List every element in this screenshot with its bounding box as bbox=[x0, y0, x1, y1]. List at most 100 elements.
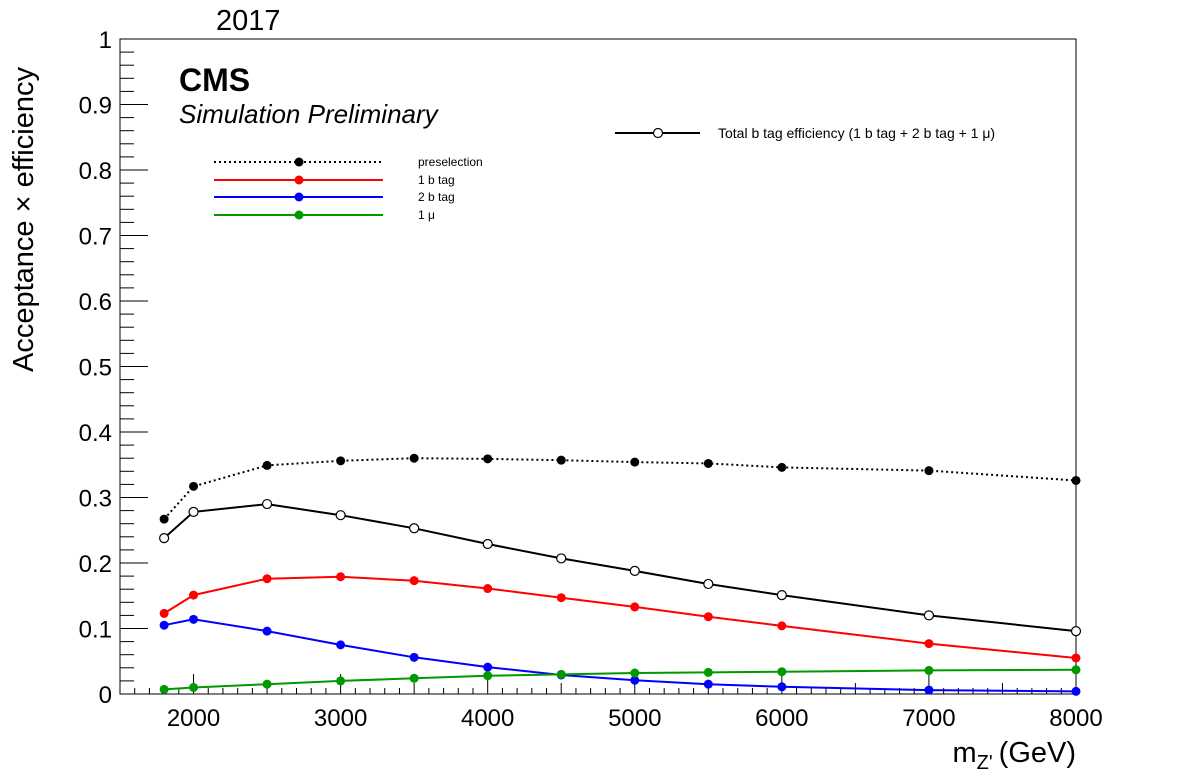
data-point bbox=[409, 453, 419, 463]
data-point bbox=[262, 626, 272, 636]
data-point bbox=[159, 684, 169, 694]
data-point bbox=[777, 462, 787, 472]
legend-marker bbox=[652, 127, 664, 139]
legend-marker bbox=[294, 157, 304, 167]
y-tick-label: 0.3 bbox=[79, 486, 112, 513]
series-layer bbox=[159, 453, 1082, 696]
series-4 bbox=[159, 498, 1082, 637]
x-tick-label: 2000 bbox=[167, 705, 220, 732]
data-point bbox=[262, 460, 272, 470]
data-point bbox=[1071, 653, 1081, 663]
data-point bbox=[556, 593, 566, 603]
data-point bbox=[1070, 626, 1082, 637]
data-point bbox=[924, 639, 934, 649]
y-tick-label: 0.5 bbox=[79, 355, 112, 382]
data-point bbox=[703, 612, 713, 622]
data-point bbox=[483, 454, 493, 464]
x-tick-label: 7000 bbox=[902, 705, 955, 732]
legend: preselection 1 b tag 2 b tag 1 μ Total b tag… bbox=[214, 125, 995, 222]
data-point bbox=[409, 576, 419, 586]
data-point bbox=[556, 553, 567, 564]
series-3 bbox=[159, 665, 1081, 694]
series-2 bbox=[159, 614, 1081, 696]
series-line bbox=[163, 618, 1077, 693]
series-line bbox=[163, 503, 1077, 633]
data-point bbox=[556, 669, 566, 679]
data-point bbox=[189, 481, 199, 491]
data-point bbox=[409, 673, 419, 683]
data-point bbox=[777, 621, 787, 631]
y-tick-label: 0.8 bbox=[79, 158, 112, 185]
data-point bbox=[336, 640, 346, 650]
data-point bbox=[1071, 665, 1081, 675]
legend-label: preselection bbox=[418, 155, 483, 169]
year-label: 2017 bbox=[216, 5, 281, 37]
series-0 bbox=[159, 453, 1081, 524]
x-axis-title-sub: Z' bbox=[977, 752, 993, 772]
legend-label: 1 μ bbox=[418, 208, 435, 222]
data-point bbox=[159, 533, 170, 544]
data-point bbox=[703, 578, 714, 590]
x-tick-label: 5000 bbox=[608, 705, 661, 732]
data-point bbox=[556, 455, 566, 465]
data-point bbox=[1071, 686, 1081, 696]
data-point bbox=[1071, 475, 1081, 485]
data-point bbox=[409, 652, 419, 662]
legend-label: Total b tag efficiency (1 b tag + 2 b ta… bbox=[718, 125, 995, 141]
data-point bbox=[159, 608, 169, 618]
data-point bbox=[630, 668, 640, 678]
data-point bbox=[409, 523, 420, 534]
legend-entry: 1 μ bbox=[214, 208, 435, 222]
x-tick-label: 6000 bbox=[755, 705, 808, 732]
data-point bbox=[262, 574, 272, 584]
data-point bbox=[483, 662, 493, 672]
data-point bbox=[924, 665, 934, 675]
y-tick-label: 0.7 bbox=[79, 224, 112, 251]
series-line bbox=[164, 668, 1077, 691]
data-point bbox=[336, 676, 346, 686]
data-point bbox=[924, 685, 934, 695]
cms-label: CMS bbox=[179, 62, 250, 98]
series-line bbox=[163, 457, 1077, 520]
data-point bbox=[159, 514, 169, 524]
legend-entry: 2 b tag bbox=[214, 190, 455, 204]
plot-frame bbox=[119, 38, 1077, 695]
x-tick-label: 4000 bbox=[461, 705, 514, 732]
data-point bbox=[159, 620, 169, 630]
data-point bbox=[261, 498, 273, 510]
data-point bbox=[630, 602, 640, 612]
data-point bbox=[188, 506, 199, 518]
data-point bbox=[924, 466, 934, 476]
data-point bbox=[703, 458, 713, 468]
data-point bbox=[630, 675, 640, 685]
legend-marker bbox=[294, 175, 304, 185]
y-tick-label: 0.6 bbox=[79, 289, 112, 316]
y-tick-label: 1 bbox=[99, 27, 112, 54]
data-point bbox=[776, 589, 787, 601]
legend-entry: preselection bbox=[214, 155, 483, 169]
tick-labels: 2000 3000 4000 5000 6000 7000 8000 0 0.1 0.2 0.3 0.… bbox=[79, 27, 1103, 732]
data-point bbox=[189, 682, 199, 692]
data-point bbox=[923, 610, 935, 621]
legend-marker bbox=[294, 210, 304, 220]
data-point bbox=[262, 679, 272, 689]
legend-label: 1 b tag bbox=[418, 173, 455, 187]
data-point bbox=[482, 538, 493, 550]
data-point bbox=[483, 671, 493, 681]
x-axis-title: mZ' (GeV) bbox=[952, 737, 1076, 772]
data-point bbox=[189, 590, 199, 600]
data-point bbox=[336, 572, 346, 582]
legend-entry: 1 b tag bbox=[214, 173, 455, 187]
minor-ticks bbox=[120, 51, 1062, 694]
data-point bbox=[629, 565, 640, 576]
x-axis-title-main: m bbox=[952, 737, 976, 769]
y-axis-title: Acceptance × efficiency bbox=[8, 67, 40, 372]
y-tick-label: 0 bbox=[99, 682, 112, 709]
x-axis-title-unit: (GeV) bbox=[999, 737, 1076, 769]
data-point bbox=[777, 667, 787, 677]
data-point bbox=[189, 614, 199, 624]
y-tick-label: 0.4 bbox=[79, 420, 112, 447]
simulation-preliminary-label: Simulation Preliminary bbox=[179, 99, 440, 129]
y-tick-label: 0.2 bbox=[79, 551, 112, 578]
legend-marker bbox=[294, 192, 304, 202]
